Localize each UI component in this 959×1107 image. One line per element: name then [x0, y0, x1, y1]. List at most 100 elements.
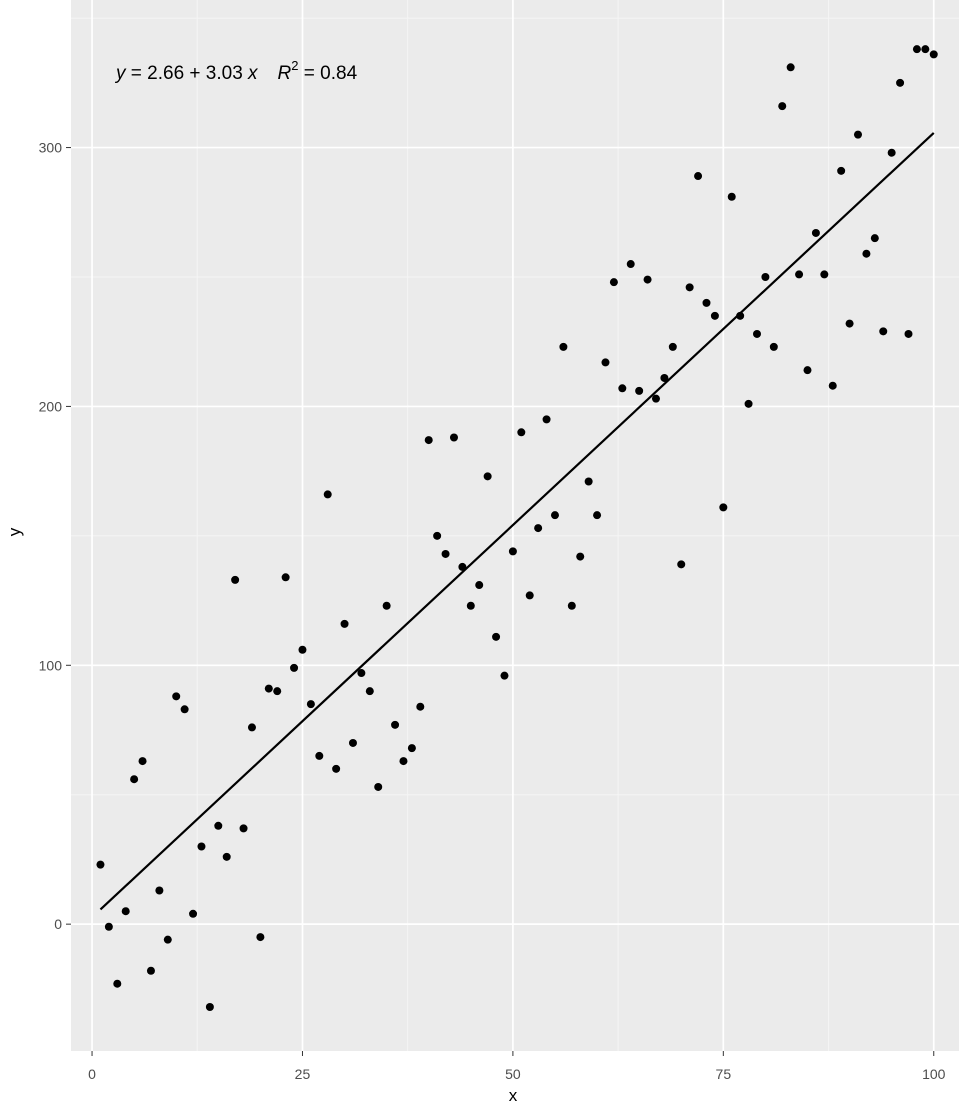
equation-x-variable: x — [247, 63, 259, 84]
x-tick-label: 100 — [922, 1066, 946, 1082]
data-point — [534, 524, 543, 533]
data-point — [348, 738, 357, 747]
data-point — [795, 270, 804, 279]
data-point — [929, 50, 938, 59]
data-point — [778, 102, 787, 111]
data-point — [879, 327, 888, 336]
data-point — [483, 472, 492, 481]
regression-line — [99, 132, 935, 911]
data-point — [525, 591, 534, 600]
regression-equation: y = 2.66 + 3.03 x R2 = 0.84 — [114, 58, 358, 84]
data-point — [113, 979, 122, 988]
x-tick-label: 0 — [88, 1066, 96, 1082]
data-point — [306, 700, 315, 709]
r-squared-superscript: 2 — [291, 58, 298, 73]
data-point — [845, 319, 854, 328]
data-point — [727, 192, 736, 201]
equation-y-variable: y — [114, 63, 127, 84]
major-gridlines — [71, 0, 959, 1051]
y-tick-label: 300 — [39, 140, 63, 156]
y-axis-title: y — [5, 527, 24, 536]
data-point — [904, 329, 913, 338]
data-point — [887, 148, 896, 157]
data-point — [298, 645, 307, 654]
data-point — [340, 619, 349, 628]
data-point — [550, 511, 559, 520]
data-point — [391, 720, 400, 729]
data-point — [433, 531, 442, 540]
data-point — [769, 342, 778, 351]
data-point — [896, 78, 905, 87]
data-point — [214, 821, 223, 830]
data-point — [281, 573, 290, 582]
data-point — [290, 663, 299, 672]
data-point — [677, 560, 686, 569]
minor-gridlines — [71, 0, 959, 1051]
data-point — [651, 394, 660, 403]
data-point — [424, 436, 433, 445]
data-point — [197, 842, 206, 851]
data-point — [189, 909, 198, 918]
data-point — [584, 477, 593, 486]
data-point — [239, 824, 248, 833]
data-point — [685, 283, 694, 292]
data-point — [761, 272, 770, 281]
data-point — [121, 907, 130, 916]
data-point — [374, 782, 383, 791]
data-point — [576, 552, 585, 561]
data-point — [744, 399, 753, 408]
data-point — [163, 935, 172, 944]
data-point — [441, 549, 450, 558]
data-point — [416, 702, 425, 711]
data-point — [256, 933, 265, 942]
equation-coefficients: = 2.66 + 3.03 — [126, 63, 249, 84]
data-point — [146, 966, 155, 975]
data-point — [155, 886, 164, 895]
data-point — [593, 511, 602, 520]
data-point — [138, 757, 147, 766]
y-tick-label: 100 — [39, 657, 63, 673]
data-point — [104, 922, 113, 931]
data-point — [694, 172, 703, 181]
data-point — [921, 45, 930, 54]
data-point — [542, 415, 551, 424]
data-point — [466, 601, 475, 610]
data-point — [172, 692, 181, 701]
data-point — [853, 130, 862, 139]
data-point — [828, 381, 837, 390]
data-point — [508, 547, 517, 556]
data-point — [130, 775, 139, 784]
data-point — [719, 503, 728, 512]
data-point — [609, 278, 618, 287]
x-tick-label: 50 — [505, 1066, 521, 1082]
y-axis-ticks: 0 100 200 300 — [39, 140, 71, 932]
data-point — [811, 228, 820, 237]
data-point — [635, 386, 644, 395]
data-point — [912, 45, 921, 54]
data-point — [870, 234, 879, 243]
data-point — [500, 671, 509, 680]
data-point — [475, 581, 484, 590]
x-axis-ticks: 0 25 50 75 100 — [88, 1051, 946, 1082]
data-point — [205, 1002, 214, 1011]
data-point — [315, 751, 324, 760]
data-point — [702, 298, 711, 307]
data-point — [449, 433, 458, 442]
data-point — [660, 373, 669, 382]
data-point — [365, 687, 374, 696]
data-point — [752, 329, 761, 338]
data-point — [786, 63, 795, 72]
data-point — [96, 860, 105, 869]
x-tick-label: 75 — [716, 1066, 732, 1082]
data-point — [357, 669, 366, 678]
r-squared-value: = 0.84 — [299, 63, 358, 84]
data-point — [710, 311, 719, 320]
data-point — [231, 575, 240, 584]
data-point — [567, 601, 576, 610]
data-point — [382, 601, 391, 610]
x-axis-title: x — [509, 1086, 518, 1105]
r-squared-symbol: R — [278, 63, 292, 84]
data-point — [803, 366, 812, 375]
data-point — [399, 757, 408, 766]
